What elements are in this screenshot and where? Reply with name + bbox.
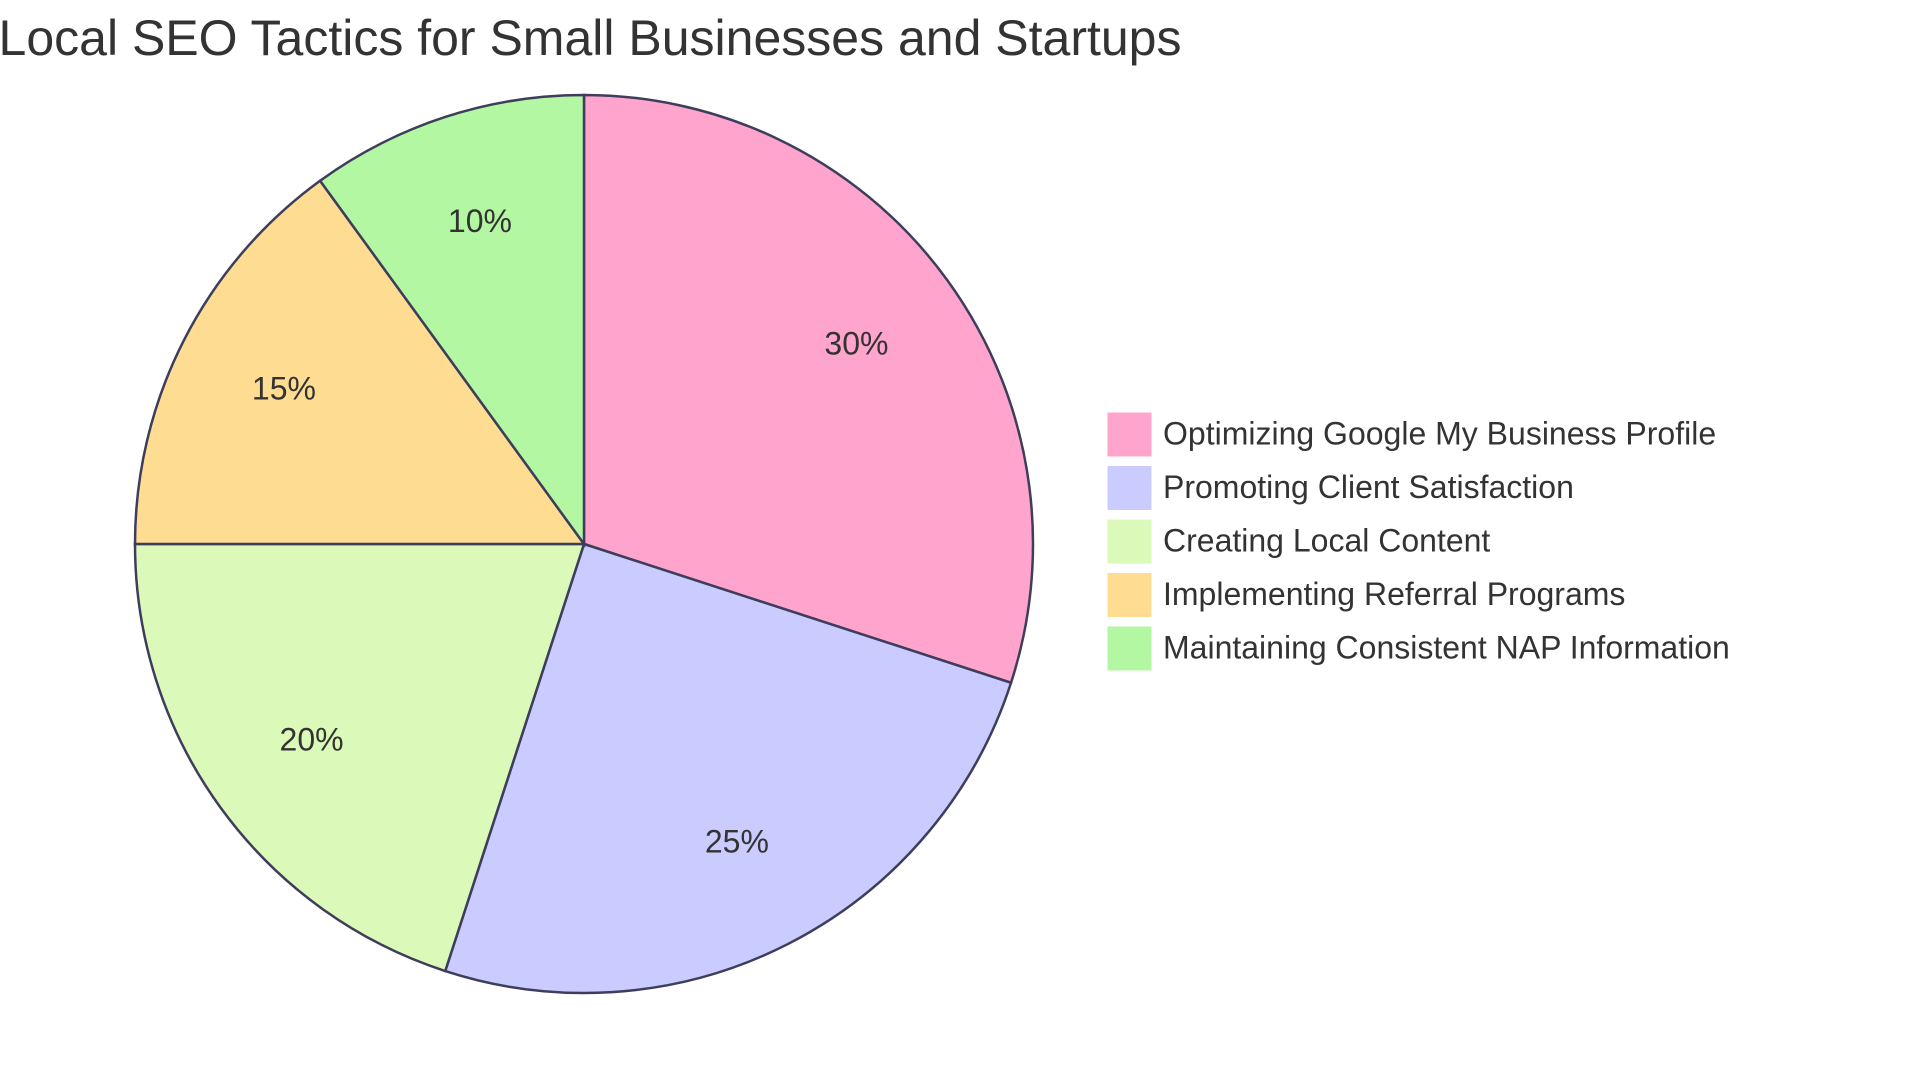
legend-label: Creating Local Content xyxy=(1163,522,1490,558)
pie-slice xyxy=(443,542,1013,995)
legend-swatch xyxy=(1106,411,1153,458)
slice-label: 15% xyxy=(252,371,316,407)
legend-swatch xyxy=(1106,465,1153,511)
legend-swatch xyxy=(1106,518,1153,565)
slice-label: 25% xyxy=(705,823,769,859)
slice-label: 10% xyxy=(448,203,512,239)
pie-slice xyxy=(318,93,586,548)
legend-label: Optimizing Google My Business Profile xyxy=(1163,415,1716,451)
pie-slice xyxy=(133,179,587,546)
slice-label: 20% xyxy=(280,721,344,757)
legend-label: Implementing Referral Programs xyxy=(1163,576,1625,612)
pie-slice xyxy=(133,542,586,973)
slice-label: 30% xyxy=(824,326,888,362)
chart-title: Local SEO Tactics for Small Businesses a… xyxy=(0,10,1181,66)
legend-label: Maintaining Consistent NAP Information xyxy=(1163,629,1730,665)
legend-label: Promoting Client Satisfaction xyxy=(1163,469,1574,505)
legend-swatch xyxy=(1106,572,1153,618)
legend-swatch xyxy=(1106,625,1153,672)
pie-slice xyxy=(582,93,1035,685)
